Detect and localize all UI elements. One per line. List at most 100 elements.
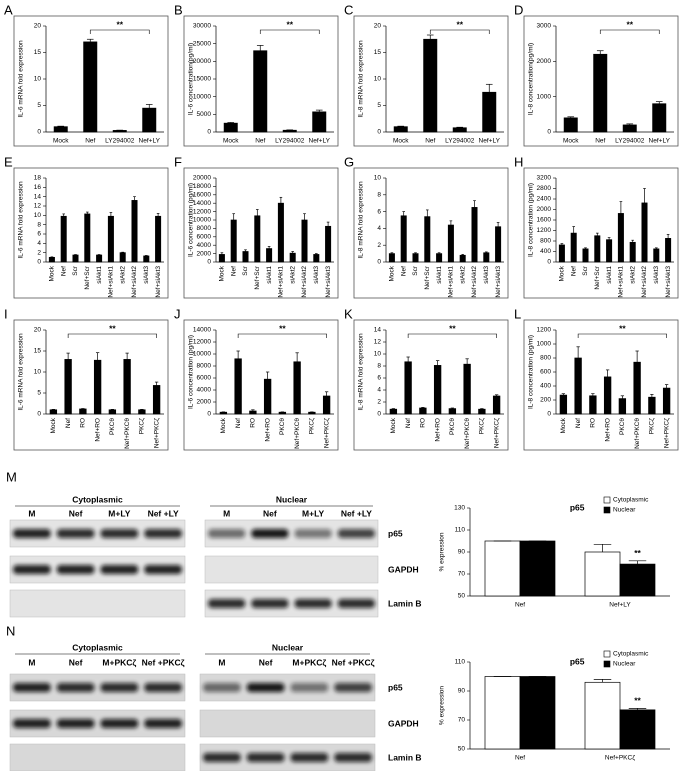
x-tick-label: PKCζ — [309, 418, 316, 434]
bar — [138, 409, 146, 415]
bar — [452, 127, 467, 133]
bar — [108, 409, 117, 415]
blot-band — [144, 683, 182, 692]
lane-label: M+PKCζ — [102, 657, 136, 667]
y-tick-label: 3000 — [537, 23, 552, 30]
y-tick-label: 8000 — [197, 363, 212, 370]
y-tick-label: 50 — [458, 746, 466, 753]
bar — [619, 563, 656, 597]
bar — [495, 226, 502, 263]
blot-band — [144, 719, 182, 728]
bar — [393, 126, 408, 133]
blot-row-label: GAPDH — [388, 564, 419, 574]
x-tick-label: Nef+PKCζ — [663, 418, 670, 448]
x-tick-label: Nef+siAkt1 — [618, 266, 625, 298]
bar — [389, 408, 398, 415]
y-tick-label: 8000 — [197, 225, 212, 232]
y-tick-label: 50 — [458, 593, 466, 600]
y-axis-label: IL-6 concentration(pg/ml) — [188, 43, 195, 115]
y-tick-label: 18000 — [193, 183, 211, 190]
y-tick-label: 8 — [37, 221, 41, 228]
error-bar — [324, 391, 329, 396]
bar — [478, 408, 486, 415]
x-tick-label: Nef+PKCζ — [493, 418, 500, 448]
x-tick-label: LY294002 — [615, 138, 645, 145]
x-tick-label: Nef+PKCθ — [634, 418, 641, 449]
bar — [423, 38, 438, 133]
x-tick-label: LY294002 — [275, 138, 305, 145]
y-tick-label: 6 — [377, 208, 381, 215]
y-tick-label: 0 — [377, 129, 381, 136]
panel-frame — [353, 15, 509, 147]
error-bar — [406, 356, 410, 362]
panel-letter: G — [344, 154, 354, 169]
x-tick-label: siAkt2 — [289, 266, 296, 284]
bar — [593, 53, 608, 133]
x-tick-label: LY294002 — [445, 138, 475, 145]
panel-frame — [523, 15, 679, 147]
error-bar — [631, 239, 635, 243]
error-bar — [295, 352, 299, 362]
blot-band — [203, 753, 241, 762]
x-tick-label: Nef+RO — [434, 418, 441, 442]
error-bar — [450, 407, 455, 409]
y-tick-label: 6 — [37, 231, 41, 238]
legend-label: Nuclear — [613, 507, 636, 514]
blot-band — [100, 683, 139, 692]
blot-row-label: p65 — [388, 682, 403, 692]
y-tick-label: 4 — [37, 240, 41, 247]
bar — [277, 202, 284, 263]
panel-letter: C — [344, 2, 353, 17]
y-tick-label: 1600 — [537, 217, 552, 224]
blot-row-label: GAPDH — [388, 718, 419, 728]
x-tick-label: Nef — [65, 418, 72, 428]
y-tick-label: 5 — [37, 102, 41, 109]
x-tick-label: Mock — [390, 417, 397, 433]
y-tick-label: 20 — [374, 23, 382, 30]
bar — [249, 410, 257, 415]
y-tick-label: 0 — [37, 259, 41, 266]
y-tick-label: 6 — [377, 375, 381, 382]
y-tick-label: 30000 — [193, 23, 211, 30]
error-bar — [86, 38, 94, 42]
blot-band — [13, 719, 51, 728]
bar — [619, 709, 656, 750]
error-bar — [664, 384, 669, 389]
blot-band — [334, 683, 372, 692]
x-tick-label: Mock — [393, 138, 409, 145]
blot-strip — [9, 743, 186, 771]
bar — [618, 398, 627, 415]
x-tick-label: Nef+PKCζ — [323, 418, 330, 448]
legend-swatch — [603, 660, 611, 668]
x-tick-label: siAkt3 — [313, 266, 320, 284]
significance: ** — [619, 323, 626, 333]
bar — [388, 253, 395, 263]
y-tick-label: 12 — [374, 339, 382, 346]
y-tick-label: 10000 — [193, 351, 211, 358]
bar — [49, 409, 58, 415]
y-tick-label: 15 — [34, 49, 42, 56]
blot-band — [56, 719, 95, 728]
bar — [447, 224, 454, 263]
x-tick-label: Nef+siAkt1 — [448, 266, 455, 298]
x-tick-label: RO — [80, 418, 87, 428]
y-axis-label: % expression — [439, 532, 446, 571]
y-tick-label: 10 — [374, 351, 382, 358]
x-tick-label: siAkt2 — [629, 266, 636, 284]
y-tick-label: 2000 — [537, 206, 552, 213]
bar — [152, 385, 161, 415]
x-tick-label: Nef+siAkt3 — [665, 266, 672, 298]
y-tick-label: 800 — [540, 355, 551, 362]
error-bar — [626, 123, 634, 125]
y-tick-label: 10000 — [193, 217, 211, 224]
y-tick-label: 70 — [458, 717, 466, 724]
x-tick-label: Nef+LY — [649, 138, 671, 145]
x-tick-label: Nef+siAkt1 — [278, 266, 285, 298]
y-tick-label: 70 — [458, 571, 466, 578]
blot-row-label: Lamin B — [388, 598, 422, 608]
x-tick-label: Nef+Scr — [254, 265, 261, 289]
y-tick-label: 2 — [377, 242, 381, 249]
y-tick-label: 800 — [540, 238, 551, 245]
chart-title: p65 — [570, 502, 585, 512]
y-tick-label: 8 — [377, 363, 381, 370]
